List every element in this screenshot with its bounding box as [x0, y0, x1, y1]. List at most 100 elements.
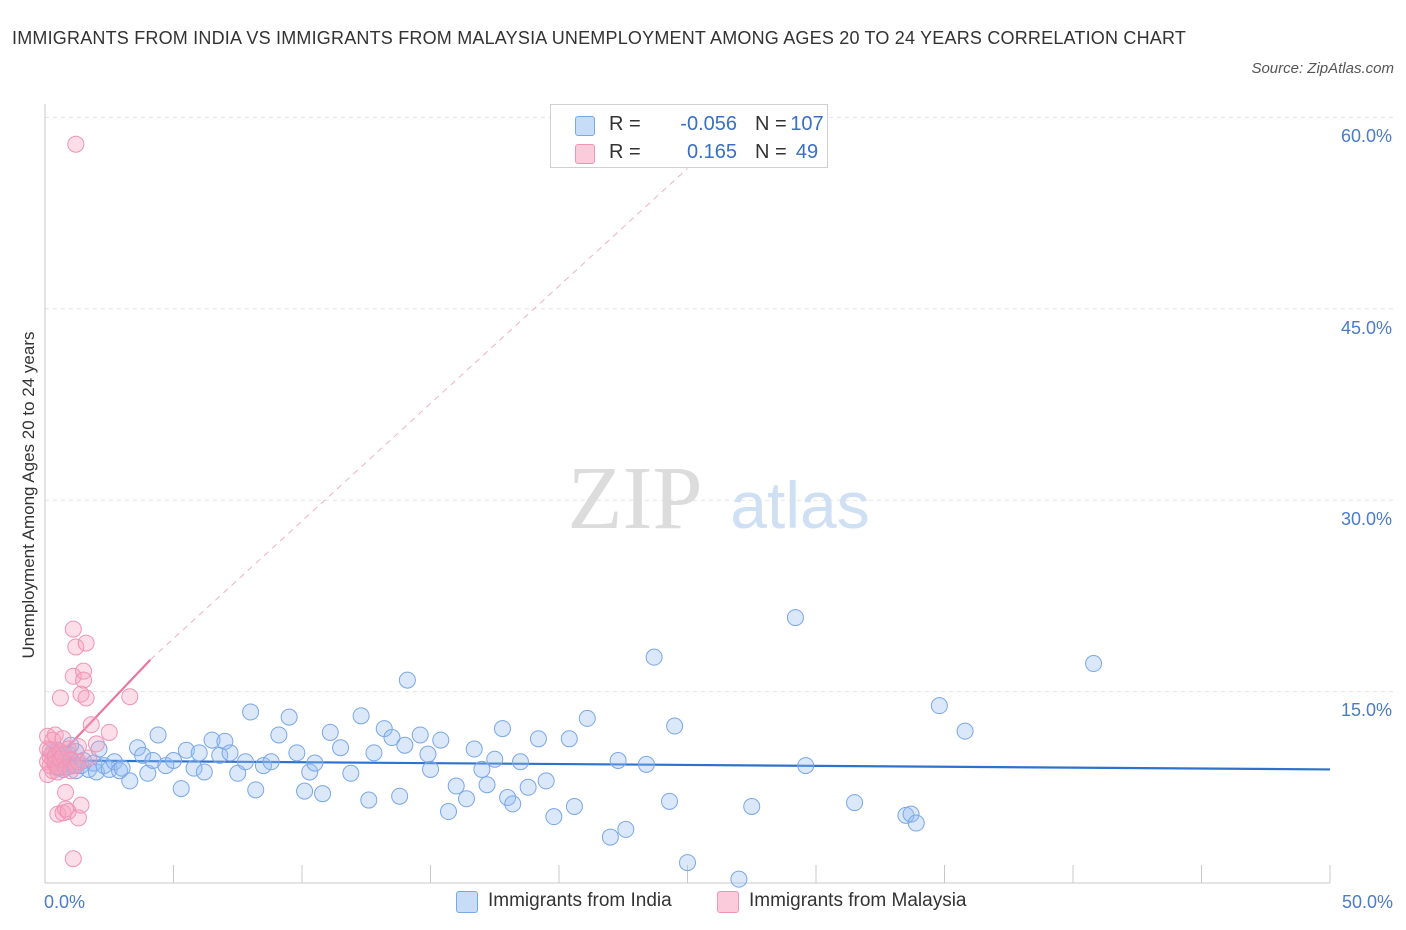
legend-n-value-india: 107 — [790, 113, 824, 135]
legend-n-label: N = — [755, 141, 787, 163]
data-point-india — [645, 648, 663, 666]
data-point-india — [902, 805, 920, 823]
data-point-malaysia — [67, 638, 85, 656]
data-point-india — [306, 754, 324, 772]
legend-swatch-malaysia — [575, 144, 595, 164]
data-point-malaysia — [75, 671, 93, 689]
data-point-malaysia — [72, 796, 90, 814]
trend-extension-malaysia — [150, 168, 688, 661]
data-point-malaysia — [69, 753, 87, 771]
bottom-legend-label-india: Immigrants from India — [488, 890, 672, 911]
data-point-india — [601, 828, 619, 846]
data-point-india — [172, 780, 190, 798]
data-point-malaysia — [82, 716, 100, 734]
data-point-india — [511, 753, 529, 771]
data-point-india — [578, 709, 596, 727]
data-point-india — [478, 776, 496, 794]
legend-n-label: N = — [755, 113, 787, 135]
data-point-india — [195, 763, 213, 781]
data-point-india — [447, 777, 465, 795]
data-point-india — [565, 797, 583, 815]
legend-swatch-india — [575, 116, 595, 136]
data-point-india — [247, 781, 265, 799]
data-point-malaysia — [80, 749, 98, 767]
data-point-malaysia — [77, 634, 95, 652]
data-point-india — [493, 720, 511, 738]
data-point-india — [1085, 655, 1103, 673]
data-point-malaysia — [69, 809, 87, 827]
data-point-india — [242, 703, 260, 721]
data-point-malaysia — [67, 135, 85, 153]
data-point-india — [907, 814, 925, 832]
series-india-points — [44, 609, 1103, 888]
data-point-india — [121, 772, 139, 790]
legend-r-value-malaysia: 0.165 — [686, 141, 737, 163]
data-point-india — [280, 708, 298, 726]
data-point-india — [432, 731, 450, 749]
data-point-malaysia — [87, 735, 105, 753]
data-point-india — [422, 760, 439, 778]
data-point-india — [661, 792, 679, 810]
data-point-india — [365, 744, 383, 762]
data-point-india — [465, 740, 483, 758]
legend-r-value-india: -0.056 — [680, 113, 737, 135]
data-point-india — [111, 762, 129, 780]
legend-r-label: R = — [609, 113, 641, 135]
data-point-india — [342, 764, 360, 782]
data-point-india — [609, 752, 627, 770]
data-point-india — [560, 730, 578, 748]
data-point-india — [360, 791, 378, 809]
y-tick-60: 60.0% — [1341, 126, 1392, 146]
watermark-zip: ZIP — [568, 449, 703, 548]
data-point-india — [617, 820, 635, 838]
data-point-india — [262, 753, 280, 771]
data-point-malaysia — [64, 667, 82, 685]
y-tick-45: 45.0% — [1341, 318, 1392, 338]
data-point-india — [203, 731, 221, 749]
x-tick-50: 50.0% — [1342, 892, 1393, 912]
data-point-india — [398, 671, 416, 689]
grid-lines — [45, 116, 1395, 693]
legend-n-value-malaysia: 49 — [795, 141, 819, 163]
data-point-india — [730, 870, 748, 888]
y-axis-label: Unemployment Among Ages 20 to 24 years — [19, 332, 38, 659]
data-point-malaysia — [64, 620, 82, 638]
data-point-india — [545, 808, 563, 826]
data-point-india — [144, 752, 162, 770]
data-point-india — [139, 764, 157, 782]
data-point-india — [473, 760, 491, 778]
data-point-india — [411, 726, 429, 744]
bottom-legend-label-malaysia: Immigrants from Malaysia — [749, 890, 967, 911]
data-point-india — [956, 722, 974, 740]
bottom-legend-swatch-india — [456, 891, 478, 913]
data-point-india — [529, 730, 547, 748]
data-point-malaysia — [49, 763, 67, 781]
data-point-india — [679, 854, 696, 872]
data-point-india — [185, 759, 203, 777]
data-point-india — [314, 785, 332, 803]
data-point-india — [288, 744, 306, 762]
data-point-india — [846, 794, 864, 812]
data-point-india — [391, 787, 409, 805]
chart-title: IMMIGRANTS FROM INDIA VS IMMIGRANTS FROM… — [12, 28, 1187, 48]
data-point-malaysia — [54, 730, 72, 748]
data-point-india — [321, 723, 339, 741]
data-point-india — [439, 803, 457, 821]
chart-source: Source: ZipAtlas.com — [1251, 60, 1394, 77]
data-point-india — [486, 750, 504, 768]
data-point-malaysia — [64, 850, 82, 868]
bottom-legend-swatch-malaysia — [717, 891, 739, 913]
data-point-india — [149, 726, 167, 744]
trend-line-india — [52, 759, 1331, 771]
data-point-india — [190, 744, 208, 762]
watermark: ZIP atlas — [568, 449, 870, 548]
data-point-india — [254, 757, 272, 775]
data-point-india — [296, 782, 314, 800]
data-point-malaysia — [121, 688, 139, 706]
data-point-india — [221, 744, 239, 762]
legend-r-label: R = — [609, 141, 641, 163]
data-point-india — [134, 746, 152, 764]
data-point-india — [177, 741, 195, 759]
data-point-india — [930, 697, 948, 715]
data-point-india — [797, 757, 815, 775]
